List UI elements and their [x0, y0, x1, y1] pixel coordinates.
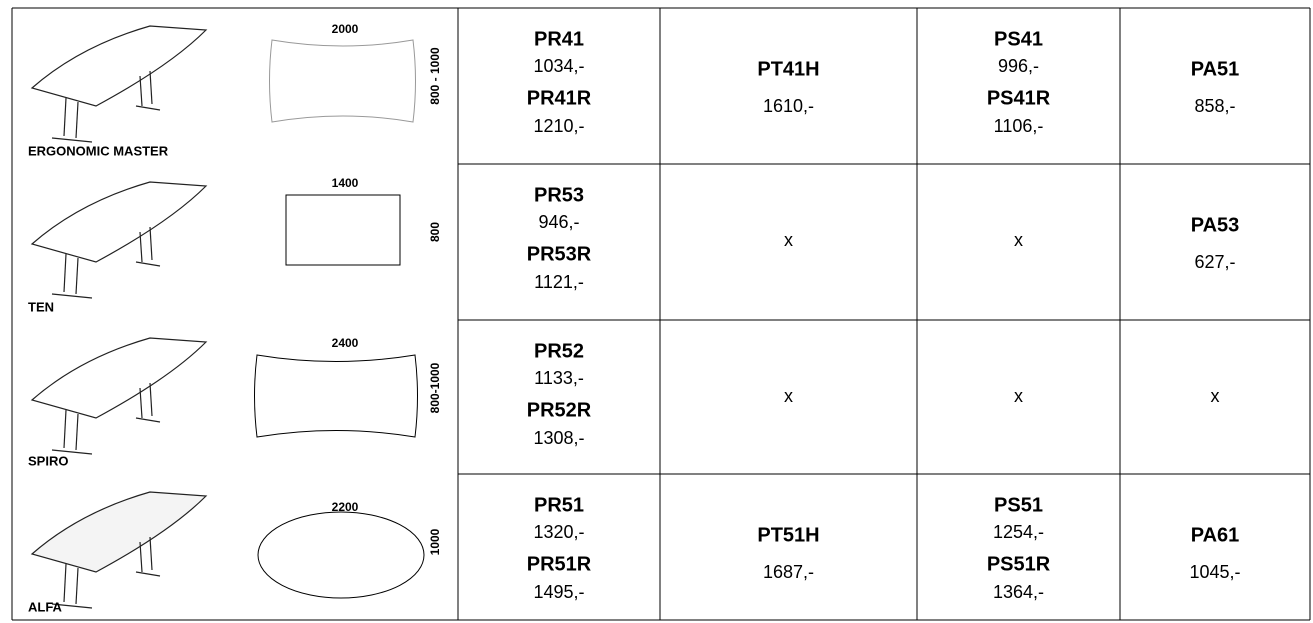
product-price: 858,- — [1194, 96, 1235, 116]
unavailable-mark: x — [784, 230, 793, 250]
product-price: 1210,- — [533, 116, 584, 136]
plan-shape — [285, 194, 401, 266]
table-leg — [139, 75, 143, 107]
width-label: 1400 — [332, 176, 359, 190]
table-leg — [149, 536, 153, 571]
table-foot — [135, 571, 161, 577]
product-code: PS41 — [994, 28, 1043, 50]
product-price: 1308,- — [533, 428, 584, 448]
product-code: PT51H — [757, 524, 819, 546]
table-sketch — [30, 337, 208, 455]
depth-label: 800 - 1000 — [428, 47, 442, 105]
product-code: PR53R — [527, 243, 592, 265]
product-code: PA53 — [1191, 214, 1240, 236]
plan-shape — [269, 39, 416, 123]
product-price: 627,- — [1194, 252, 1235, 272]
table-leg — [139, 541, 143, 573]
depth-label: 800-1000 — [428, 362, 442, 413]
table-top — [30, 491, 208, 573]
table-name: TEN — [28, 299, 54, 314]
product-price: 1045,- — [1189, 562, 1240, 582]
table-leg — [63, 97, 67, 137]
product-price: 1121,- — [534, 272, 584, 292]
table-leg — [63, 253, 67, 293]
product-code: PS51R — [987, 553, 1051, 575]
product-code: PR52 — [534, 340, 584, 362]
product-price: 1106,- — [994, 116, 1044, 136]
product-price: 1495,- — [533, 582, 584, 602]
product-price: 946,- — [538, 212, 579, 232]
table-leg — [75, 257, 79, 295]
product-price: 1133,- — [534, 368, 584, 388]
product-price: 1320,- — [533, 522, 584, 542]
table-sketch — [30, 181, 208, 299]
width-label: 2400 — [332, 336, 359, 350]
product-price: 996,- — [998, 56, 1039, 76]
table-foot — [51, 603, 93, 609]
table-top — [30, 25, 208, 107]
table-sketch — [30, 25, 208, 143]
product-code: PA51 — [1191, 58, 1240, 80]
table-leg — [139, 387, 143, 419]
product-code: PR52R — [527, 399, 592, 421]
unavailable-mark: x — [784, 386, 793, 406]
unavailable-mark: x — [1014, 230, 1023, 250]
table-leg — [149, 382, 153, 417]
product-code: PT41H — [757, 58, 819, 80]
plan-shape — [257, 511, 425, 599]
table-foot — [135, 417, 161, 423]
product-code: PR53 — [534, 184, 584, 206]
product-code: PR41 — [534, 28, 584, 50]
unavailable-mark: x — [1211, 386, 1220, 406]
product-price: 1034,- — [533, 56, 584, 76]
table-leg — [75, 101, 79, 139]
table-sketch — [30, 491, 208, 609]
table-leg — [63, 409, 67, 449]
table-name: SPIRO — [28, 453, 68, 468]
width-label: 2000 — [332, 22, 359, 36]
table-foot — [135, 105, 161, 111]
table-name: ERGONOMIC MASTER — [28, 143, 169, 158]
depth-label: 800 — [428, 222, 442, 242]
product-code: PS41R — [987, 87, 1051, 109]
unavailable-mark: x — [1014, 386, 1023, 406]
product-price: 1364,- — [993, 582, 1044, 602]
product-code: PR51R — [527, 553, 592, 575]
product-price: 1254,- — [993, 522, 1044, 542]
table-leg — [149, 70, 153, 105]
depth-label: 1000 — [428, 528, 442, 555]
product-code: PR51 — [534, 494, 584, 516]
table-foot — [51, 449, 93, 455]
table-top — [30, 337, 208, 419]
width-label: 2200 — [332, 500, 359, 514]
product-code: PS51 — [994, 494, 1043, 516]
table-leg — [75, 413, 79, 451]
table-foot — [51, 137, 93, 143]
product-price: 1610,- — [763, 96, 814, 116]
table-leg — [63, 563, 67, 603]
table-name: ALFA — [28, 599, 63, 614]
table-leg — [149, 226, 153, 261]
product-code: PR41R — [527, 87, 592, 109]
table-foot — [135, 261, 161, 267]
table-leg — [75, 567, 79, 605]
table-foot — [51, 293, 93, 299]
table-top — [30, 181, 208, 263]
table-leg — [139, 231, 143, 263]
plan-shape — [254, 354, 418, 438]
product-price: 1687,- — [763, 562, 814, 582]
product-code: PA61 — [1191, 524, 1240, 546]
